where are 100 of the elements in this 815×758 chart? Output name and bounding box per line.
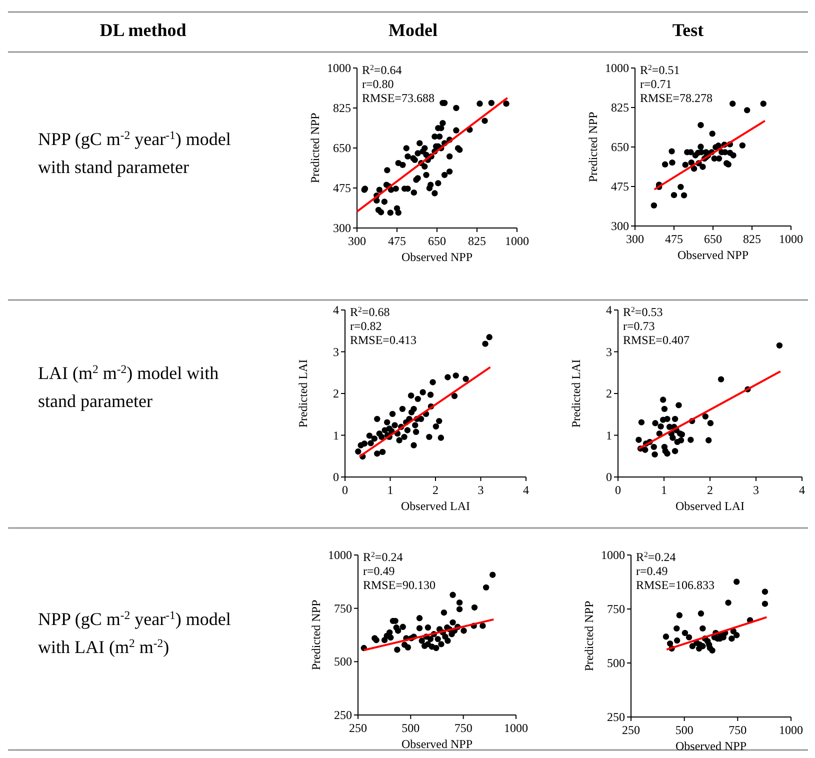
text: DL method: [100, 20, 186, 40]
y-tick-label: 1000: [327, 61, 351, 75]
point: [412, 428, 420, 436]
point: [412, 422, 418, 428]
point: [666, 640, 674, 647]
point: [378, 434, 385, 440]
y-tick-label: 825: [611, 100, 629, 114]
y-tick-label: 1000: [605, 61, 629, 75]
point: [374, 416, 380, 422]
annotation: R$^{2}$=0.51: [640, 62, 680, 77]
x-tick-label: 2: [432, 483, 438, 497]
point: [688, 436, 694, 443]
x-tick-label: 650: [704, 232, 722, 246]
y-tick-label: 1: [606, 428, 612, 442]
y-tick-label: 825: [333, 101, 351, 115]
point: [656, 430, 662, 437]
y-tick-label: 0: [606, 470, 612, 484]
point: [658, 423, 664, 430]
point: [682, 630, 688, 636]
x-tick-label: 4: [523, 483, 529, 497]
point: [401, 434, 408, 440]
point: [672, 416, 678, 422]
x-tick-label: 1000: [779, 723, 803, 737]
point: [490, 572, 496, 578]
text: NPP (gC m$^{-2}$ year$^{-1}$) model with LAI (m$^{2}$ m$^{-2}$): [38, 608, 231, 657]
point: [389, 410, 396, 418]
point: [718, 376, 724, 382]
point: [450, 592, 456, 598]
point: [394, 646, 400, 653]
point: [664, 450, 670, 457]
point: [638, 419, 645, 426]
point: [652, 451, 658, 458]
point: [642, 446, 648, 453]
point: [426, 434, 432, 440]
point: [670, 434, 676, 441]
x-axis-title: Observed NPP: [678, 248, 749, 262]
point: [700, 164, 706, 170]
x-axis-title: Observed NPP: [676, 739, 747, 753]
text: Model: [388, 20, 438, 40]
point: [432, 423, 440, 430]
y-tick-label: 3: [606, 344, 612, 359]
text: LAI (m$^{2}$ m$^{-2}$) model with stand parameter: [38, 362, 219, 411]
point: [358, 442, 364, 448]
point: [706, 437, 712, 444]
point: [418, 638, 425, 644]
annotation: r=0.49: [363, 564, 395, 578]
point: [355, 448, 362, 455]
point: [698, 610, 704, 617]
y-axis-title: Predicted NPP: [309, 600, 323, 670]
point: [709, 130, 716, 137]
point: [760, 100, 766, 107]
y-tick-label: 4: [333, 303, 339, 317]
point: [420, 389, 426, 396]
y-tick-label: 250: [334, 708, 352, 722]
x-tick-label: 3: [478, 483, 484, 497]
y-tick-label: 1000: [328, 548, 352, 562]
point: [636, 436, 642, 443]
point: [698, 144, 704, 150]
point: [730, 152, 736, 158]
x-tick-label: 750: [728, 723, 747, 737]
point: [698, 149, 705, 156]
annotation: r=0.82: [350, 319, 382, 333]
y-tick-label: 650: [611, 140, 629, 154]
y-tick-label: 750: [607, 602, 625, 616]
point: [730, 100, 736, 107]
point: [669, 159, 676, 166]
point: [707, 420, 714, 426]
point: [709, 647, 716, 654]
point: [416, 615, 423, 622]
point: [762, 588, 768, 595]
x-tick-label: 825: [743, 232, 761, 246]
point: [438, 434, 444, 441]
point: [482, 340, 488, 347]
point: [676, 402, 682, 408]
y-tick-label: 300: [611, 219, 629, 233]
point: [662, 634, 670, 640]
y-tick-label: 250: [607, 710, 625, 724]
annotation: r=0.71: [640, 77, 672, 91]
y-tick-label: 475: [333, 181, 351, 195]
x-tick-label: 4: [799, 483, 805, 497]
y-axis-title: Predicted LAI: [569, 359, 583, 428]
annotation: R$^{2}$=0.64: [362, 62, 402, 77]
point: [688, 159, 694, 166]
y-axis-title: Predicted LAI: [296, 359, 310, 428]
annotation: r=0.49: [636, 564, 668, 578]
x-tick-label: 1: [661, 483, 667, 497]
point: [366, 432, 373, 439]
point: [394, 628, 402, 634]
point: [430, 379, 436, 386]
point: [676, 612, 683, 618]
point: [480, 622, 486, 629]
point: [725, 600, 732, 606]
point: [408, 392, 414, 399]
point: [427, 392, 434, 398]
point: [371, 435, 378, 442]
point: [661, 406, 668, 412]
point: [744, 107, 750, 114]
point: [678, 437, 684, 444]
point: [399, 406, 406, 412]
point: [668, 148, 675, 154]
